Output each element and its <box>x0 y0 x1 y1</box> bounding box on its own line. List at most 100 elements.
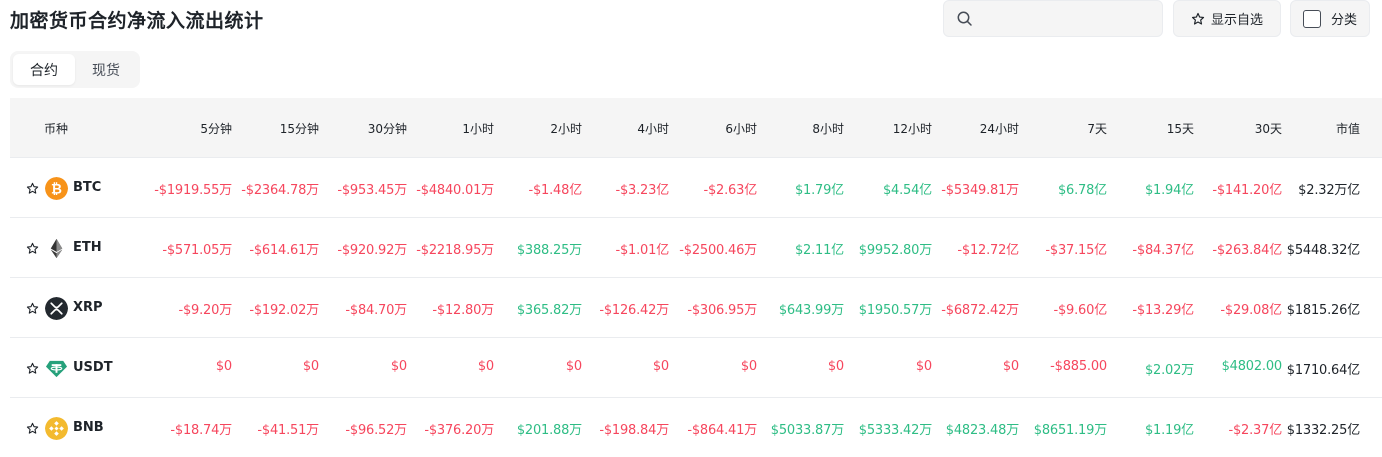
favorite-star-icon[interactable] <box>26 242 39 255</box>
netflow-cell: -$2218.95万 <box>416 243 494 258</box>
market-tabs: 合约 现货 <box>10 51 140 88</box>
netflow-cell: -$2364.78万 <box>241 183 319 198</box>
netflow-cell: -$1.01亿 <box>615 243 669 258</box>
netflow-cell: -$12.72亿 <box>957 243 1019 258</box>
favorite-star-icon[interactable] <box>26 182 39 195</box>
netflow-cell: -$920.92万 <box>337 243 407 258</box>
table-row[interactable]: ₿ BTC -$1919.55万 -$2364.78万 -$953.45万 -$… <box>10 158 1382 218</box>
column-header-7d[interactable]: 7天 <box>1087 122 1107 136</box>
netflow-cell: $1.94亿 <box>1144 183 1194 198</box>
netflow-cell: -$864.41万 <box>687 423 757 438</box>
column-header-12h[interactable]: 12小时 <box>892 122 932 136</box>
netflow-cell: -$126.42万 <box>599 303 669 318</box>
column-header-15m[interactable]: 15分钟 <box>279 122 319 136</box>
netflow-cell: -$198.84万 <box>599 423 669 438</box>
column-header-4h[interactable]: 4小时 <box>637 122 669 136</box>
favorite-star-icon[interactable] <box>26 362 39 375</box>
netflow-cell: $643.99万 <box>778 303 844 318</box>
netflow-cell: $0 <box>302 359 319 374</box>
netflow-cell: $0 <box>215 359 232 374</box>
netflow-cell: $4802.00 <box>1221 359 1283 374</box>
svg-text:₿: ₿ <box>51 182 62 197</box>
netflow-cell: -$12.80万 <box>432 303 494 318</box>
column-header-30m[interactable]: 30分钟 <box>367 122 407 136</box>
netflow-cell: -$6872.42万 <box>941 303 1019 318</box>
category-checkbox[interactable] <box>1302 9 1321 28</box>
netflow-cell: $0 <box>740 359 757 374</box>
netflow-cell: -$84.70万 <box>345 303 407 318</box>
page-title: 加密货币合约净流入流出统计 <box>10 10 264 32</box>
netflow-table: 币种 5分钟 15分钟 30分钟 1小时 2小时 4小时 6小时 8小时 12小… <box>10 98 1382 457</box>
market-cap-cell: $1332.25亿 <box>1286 423 1360 438</box>
netflow-cell: -$2.63亿 <box>703 183 757 198</box>
netflow-cell: $2.02万 <box>1144 363 1194 378</box>
column-header-2h[interactable]: 2小时 <box>550 122 582 136</box>
category-toggle[interactable]: 分类 <box>1290 0 1370 37</box>
netflow-cell: -$9.20万 <box>178 303 232 318</box>
column-header-8h[interactable]: 8小时 <box>812 122 844 136</box>
table-row[interactable]: XRP -$9.20万 -$192.02万 -$84.70万 -$12.80万 … <box>10 278 1382 338</box>
eth-icon <box>45 237 68 260</box>
column-header-1h[interactable]: 1小时 <box>462 122 494 136</box>
search-icon <box>957 11 972 26</box>
netflow-cell: -$263.84亿 <box>1212 243 1282 258</box>
netflow-cell: -$1.48亿 <box>528 183 582 198</box>
netflow-cell: $0 <box>477 359 494 374</box>
netflow-cell: $8651.19万 <box>1033 423 1107 438</box>
favorite-star-icon[interactable] <box>26 302 39 315</box>
column-header-24h[interactable]: 24小时 <box>979 122 1019 136</box>
table-row[interactable]: ETH -$571.05万 -$614.61万 -$920.92万 -$2218… <box>10 218 1382 278</box>
table-header: 币种 5分钟 15分钟 30分钟 1小时 2小时 4小时 6小时 8小时 12小… <box>10 98 1382 158</box>
netflow-cell: $1950.57万 <box>858 303 932 318</box>
column-header-market-cap[interactable]: 市值 <box>1335 122 1360 136</box>
market-cap-cell: $2.32万亿 <box>1298 183 1360 198</box>
column-header-30d[interactable]: 30天 <box>1254 122 1282 136</box>
netflow-cell: $1.19亿 <box>1144 423 1194 438</box>
netflow-cell: -$96.52万 <box>345 423 407 438</box>
netflow-cell: -$29.08亿 <box>1220 303 1282 318</box>
netflow-cell: -$5349.81万 <box>941 183 1019 198</box>
table-row[interactable]: USDT $0 $0 $0 $0 $0 $0 $0 $0 $0 $0 -$885… <box>10 338 1382 398</box>
star-outline-icon <box>1191 12 1205 25</box>
netflow-cell: -$9.60亿 <box>1053 303 1107 318</box>
netflow-cell: $6.78亿 <box>1057 183 1107 198</box>
favorite-star-icon[interactable] <box>26 422 39 435</box>
netflow-cell: $5333.42万 <box>858 423 932 438</box>
netflow-cell: -$13.29亿 <box>1132 303 1194 318</box>
netflow-cell: -$84.37亿 <box>1132 243 1194 258</box>
netflow-cell: -$571.05万 <box>162 243 232 258</box>
netflow-cell: -$885.00 <box>1050 359 1107 374</box>
netflow-cell: -$2500.46万 <box>679 243 757 258</box>
market-cap-cell: $1710.64亿 <box>1286 363 1360 378</box>
search-input[interactable] <box>984 7 1154 31</box>
netflow-cell: -$18.74万 <box>170 423 232 438</box>
netflow-cell: $0 <box>915 359 932 374</box>
market-cap-cell: $1815.26亿 <box>1286 303 1360 318</box>
netflow-cell: -$614.61万 <box>249 243 319 258</box>
netflow-cell: $201.88万 <box>516 423 582 438</box>
column-header-coin[interactable]: 币种 <box>44 122 69 136</box>
netflow-cell: $0 <box>827 359 844 374</box>
market-cap-cell: $5448.32亿 <box>1286 243 1360 258</box>
netflow-cell: -$37.15亿 <box>1045 243 1107 258</box>
column-header-6h[interactable]: 6小时 <box>725 122 757 136</box>
category-label: 分类 <box>1330 13 1357 28</box>
netflow-cell: $9952.80万 <box>858 243 932 258</box>
coin-name: XRP <box>73 300 103 315</box>
netflow-cell: $0 <box>1002 359 1019 374</box>
netflow-cell: $0 <box>390 359 407 374</box>
column-header-5m[interactable]: 5分钟 <box>200 122 232 136</box>
search-box[interactable] <box>943 0 1163 37</box>
tab-futures[interactable]: 合约 <box>13 54 75 85</box>
coin-name: USDT <box>73 360 113 375</box>
column-header-15d[interactable]: 15天 <box>1166 122 1194 136</box>
tab-spot[interactable]: 现货 <box>92 62 120 79</box>
show-watchlist-button[interactable]: 显示自选 <box>1173 0 1281 37</box>
btc-icon: ₿ <box>45 177 68 200</box>
netflow-cell: $0 <box>565 359 582 374</box>
coin-name: BTC <box>73 180 102 195</box>
netflow-cell: -$141.20亿 <box>1212 183 1282 198</box>
table-row[interactable]: BNB -$18.74万 -$41.51万 -$96.52万 -$376.20万… <box>10 398 1382 457</box>
netflow-cell: -$2.37亿 <box>1228 423 1282 438</box>
netflow-cell: -$1919.55万 <box>154 183 232 198</box>
